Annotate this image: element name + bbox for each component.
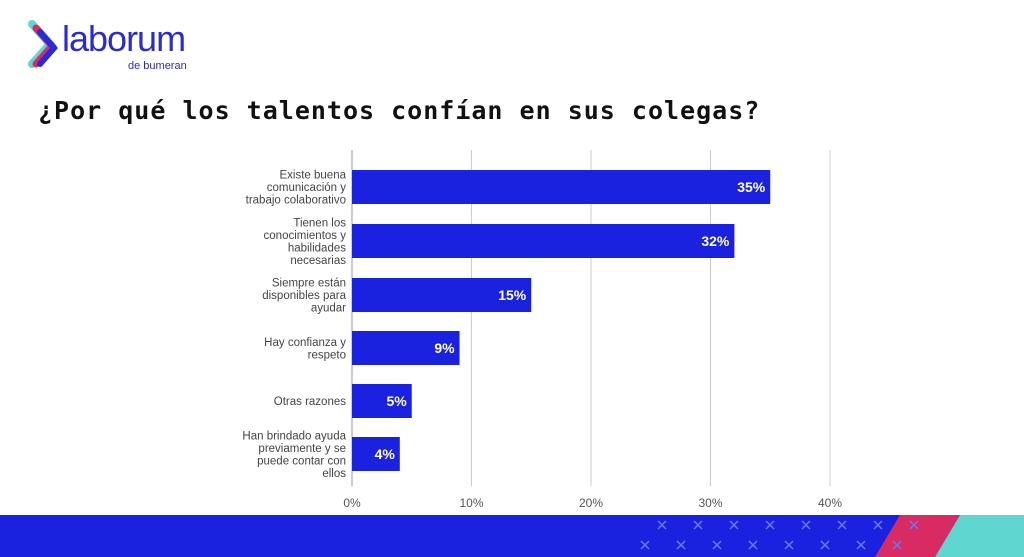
x-pattern-mark xyxy=(873,520,883,530)
x-pattern-mark xyxy=(712,540,722,550)
laborum-logo: laborum de bumeran xyxy=(28,16,218,76)
data-label: 32% xyxy=(701,233,730,249)
x-pattern-mark xyxy=(892,540,902,550)
x-pattern-mark xyxy=(856,540,866,550)
chart-title: ¿Por qué los talentos confían en sus col… xyxy=(38,96,761,125)
x-pattern-mark xyxy=(657,520,667,530)
x-tick-label: 10% xyxy=(459,496,483,510)
bar xyxy=(352,437,400,471)
x-pattern-mark xyxy=(765,520,775,530)
x-tick-label: 30% xyxy=(698,496,722,510)
x-tick-label: 20% xyxy=(579,496,603,510)
logo-subtitle: de bumeran xyxy=(128,60,187,72)
category-label: Siempre están disponibles para ayudar xyxy=(262,278,346,315)
data-label: 5% xyxy=(387,393,408,409)
x-pattern-mark xyxy=(748,540,758,550)
x-pattern-mark xyxy=(909,520,919,530)
bar xyxy=(352,170,771,204)
footer-banner xyxy=(0,515,1024,557)
x-tick-label: 40% xyxy=(818,496,842,510)
x-pattern-mark xyxy=(676,540,686,550)
x-pattern-mark xyxy=(784,540,794,550)
category-label: Otras razones xyxy=(274,396,346,408)
bar xyxy=(352,224,735,258)
data-label: 4% xyxy=(375,446,396,462)
logo-chevron-icon xyxy=(28,20,58,68)
bar xyxy=(352,278,532,312)
category-label: Tienen los conocimientos y habilidades nece… xyxy=(264,217,347,267)
category-label: Hay confianza y respeto xyxy=(264,337,346,362)
x-pattern-mark xyxy=(820,540,830,550)
x-pattern-mark xyxy=(640,540,650,550)
x-pattern-mark xyxy=(693,520,703,530)
data-label: 9% xyxy=(434,340,455,356)
category-label: Han brindado ayuda previamente y se puede … xyxy=(242,430,346,480)
x-tick-label: 0% xyxy=(343,496,361,510)
category-label: Existe buena comunicación y trabajo colabo… xyxy=(246,170,347,207)
bar xyxy=(352,384,412,418)
bar-chart: 0% 10% 20% 30% 40% 35% Existe buena comunicació… xyxy=(242,150,842,510)
logo-name: laborum xyxy=(62,18,186,59)
data-label: 35% xyxy=(737,179,766,195)
x-pattern-mark xyxy=(729,520,739,530)
bar xyxy=(352,331,460,365)
data-label: 15% xyxy=(498,287,527,303)
x-pattern-mark xyxy=(801,520,811,530)
x-pattern-mark xyxy=(837,520,847,530)
